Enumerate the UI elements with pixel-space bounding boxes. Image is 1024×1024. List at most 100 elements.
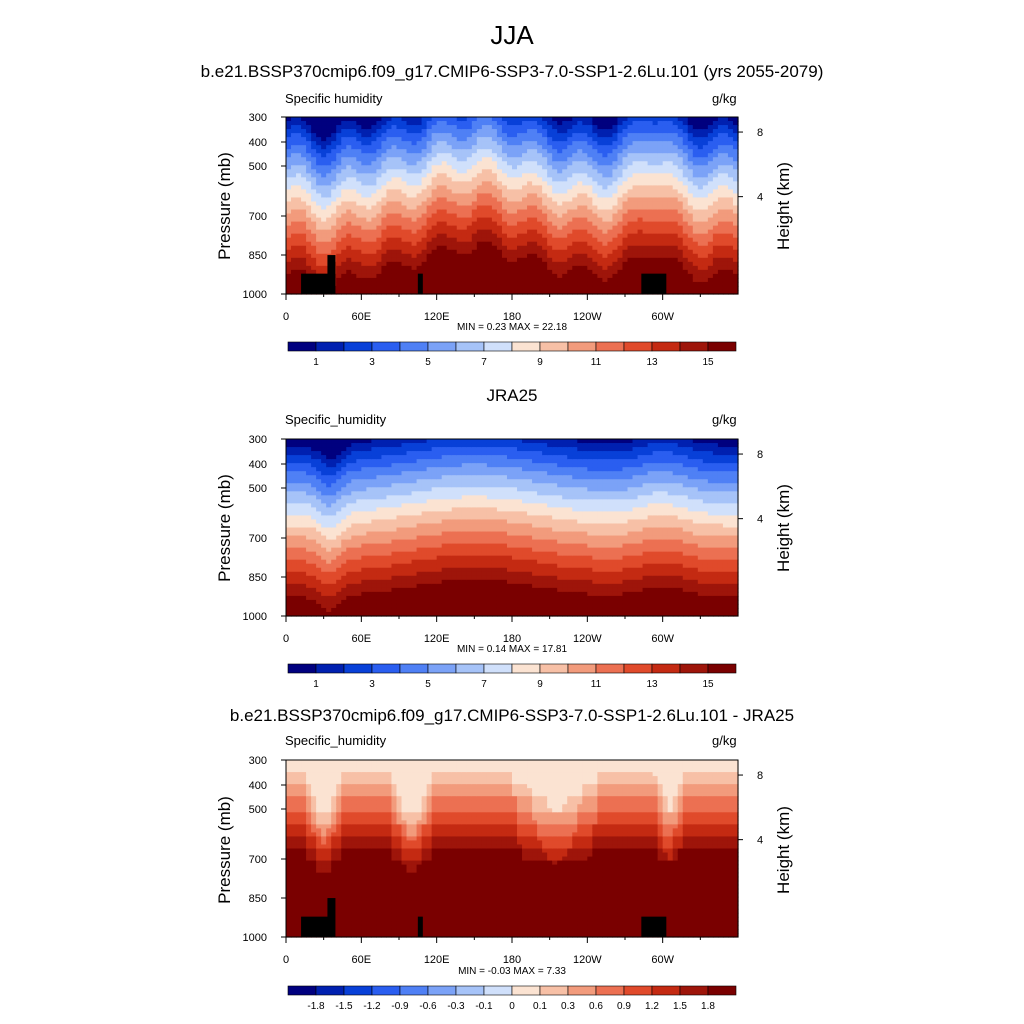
heatmap-cell — [687, 181, 694, 186]
heatmap-cell — [451, 165, 458, 170]
heatmap-cell — [471, 137, 478, 142]
heatmap-cell — [406, 269, 413, 275]
heatmap-cell — [727, 153, 734, 158]
heatmap-cell — [547, 173, 553, 178]
heatmap-cell — [682, 197, 689, 203]
heatmap-cell — [552, 145, 558, 150]
heatmap-cell — [506, 137, 513, 142]
heatmap-cell — [296, 257, 302, 263]
heatmap-cell — [547, 125, 553, 130]
heatmap-cell — [311, 559, 317, 565]
heatmap-cell — [727, 157, 734, 162]
heatmap-cell — [647, 217, 654, 223]
heatmap-cell — [667, 225, 674, 231]
heatmap-cell — [401, 117, 408, 122]
heatmap-cell — [552, 157, 558, 162]
heatmap-cell — [286, 173, 292, 178]
heatmap-cell — [707, 129, 714, 134]
heatmap-cell — [336, 133, 342, 138]
heatmap-cell — [717, 177, 724, 182]
heatmap-cell — [602, 285, 609, 291]
heatmap-cell — [361, 579, 367, 585]
heatmap-cell — [386, 217, 393, 223]
heatmap-cell — [602, 253, 609, 259]
heatmap-cell — [411, 213, 418, 219]
heatmap-cell — [341, 149, 347, 154]
heatmap-cell — [406, 233, 413, 239]
heatmap-cell — [441, 261, 448, 267]
heatmap-cell — [632, 149, 639, 154]
heatmap-cell — [491, 209, 498, 215]
heatmap-cell — [632, 165, 639, 170]
heatmap-cell — [431, 173, 438, 178]
heatmap-cell — [356, 579, 362, 585]
heatmap-cell — [717, 281, 724, 287]
heatmap-cell — [296, 575, 302, 581]
heatmap-cell — [381, 141, 388, 146]
heatmap-cell — [647, 261, 654, 267]
heatmap-cell — [622, 225, 629, 231]
heatmap-cell — [431, 181, 438, 186]
heatmap-cell — [466, 225, 473, 231]
heatmap-cell — [657, 169, 664, 174]
heatmap-cell — [376, 205, 383, 211]
heatmap-cell — [707, 141, 714, 146]
heatmap-cell — [336, 559, 342, 565]
heatmap-cell — [697, 185, 704, 191]
heatmap-cell — [296, 511, 302, 517]
heatmap-cell — [562, 253, 568, 259]
heatmap-cell — [456, 257, 463, 263]
heatmap-cell — [567, 241, 573, 247]
heatmap-cell — [547, 289, 553, 295]
heatmap-cell — [532, 145, 538, 150]
heatmap-cell — [346, 463, 352, 468]
heatmap-cell — [386, 567, 393, 573]
heatmap-cell — [667, 249, 674, 255]
heatmap-cell — [306, 443, 312, 448]
heatmap-cell — [642, 133, 649, 138]
heatmap-cell — [326, 595, 332, 601]
heatmap-cell — [647, 169, 654, 174]
heatmap-cell — [291, 515, 297, 521]
heatmap-cell — [501, 117, 508, 122]
heatmap-cell — [341, 463, 347, 468]
heatmap-cell — [522, 213, 528, 219]
heatmap-cell — [662, 173, 669, 178]
heatmap-cell — [296, 141, 302, 146]
heatmap-cell — [542, 165, 548, 170]
heatmap-cell — [637, 141, 644, 146]
heatmap-cell — [672, 177, 679, 182]
heatmap-cell — [496, 153, 503, 158]
heatmap-cell — [577, 273, 583, 279]
heatmap-cell — [391, 519, 398, 525]
heatmap-cell — [391, 579, 398, 585]
heatmap-cell — [376, 499, 383, 504]
heatmap-cell — [436, 189, 443, 195]
heatmap-cell — [406, 265, 413, 271]
heatmap-cell — [562, 153, 568, 158]
heatmap-cell — [532, 177, 538, 182]
heatmap-cell — [481, 165, 488, 170]
heatmap-cell — [441, 225, 448, 231]
heatmap-cell — [612, 137, 619, 142]
heatmap-cell — [627, 249, 634, 255]
heatmap-cell — [371, 547, 377, 553]
heatmap-cell — [291, 459, 297, 464]
heatmap-cell — [727, 285, 734, 291]
heatmap-cell — [622, 177, 629, 182]
heatmap-cell — [506, 149, 513, 154]
heatmap-cell — [697, 225, 704, 231]
heatmap-cell — [506, 169, 513, 174]
heatmap-cell — [466, 141, 473, 146]
heatmap-cell — [366, 241, 372, 247]
heatmap-cell — [587, 277, 593, 283]
heatmap-cell — [321, 117, 327, 122]
heatmap-cell — [396, 233, 403, 239]
heatmap-cell — [517, 261, 523, 267]
heatmap-cell — [567, 117, 573, 122]
heatmap-cell — [702, 177, 709, 182]
heatmap-cell — [316, 459, 322, 464]
heatmap-cell — [356, 607, 362, 613]
heatmap-cell — [612, 273, 619, 279]
heatmap-cell — [557, 137, 563, 142]
